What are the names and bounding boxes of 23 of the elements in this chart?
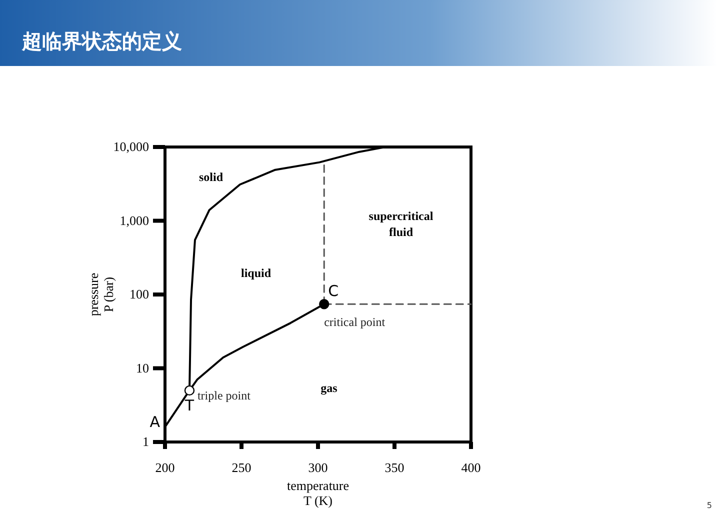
y-tick-label: 10: [136, 360, 149, 376]
y-axis-title: pressure P (bar): [86, 272, 116, 316]
chart-title: 超临界状态的定义: [21, 29, 182, 53]
annotation: C: [328, 282, 339, 300]
y-tick-label: 10,000: [113, 139, 149, 154]
text: 5: [706, 501, 712, 510]
x-tick-label: 300: [308, 460, 328, 475]
x-tick-label: 200: [155, 460, 175, 475]
y-tick-label: 100: [130, 286, 149, 302]
y-tick-label: 1: [142, 434, 149, 449]
annotation: A: [150, 412, 161, 431]
annotation: liquid: [240, 266, 272, 280]
x-axis-title: temperature T (K): [286, 478, 350, 508]
x-tick-label: 350: [384, 460, 404, 475]
y-tick-label: 1,000: [120, 212, 149, 228]
annotation: solid: [198, 170, 224, 184]
annotation: triple point: [197, 388, 252, 402]
annotation: critical point: [324, 315, 386, 330]
annotation: T: [184, 396, 195, 414]
x-tick-label: 250: [232, 460, 252, 475]
annotation: supercritical fluid: [368, 209, 434, 239]
annotation: gas: [320, 381, 338, 395]
x-tick-label: 400: [461, 460, 481, 475]
